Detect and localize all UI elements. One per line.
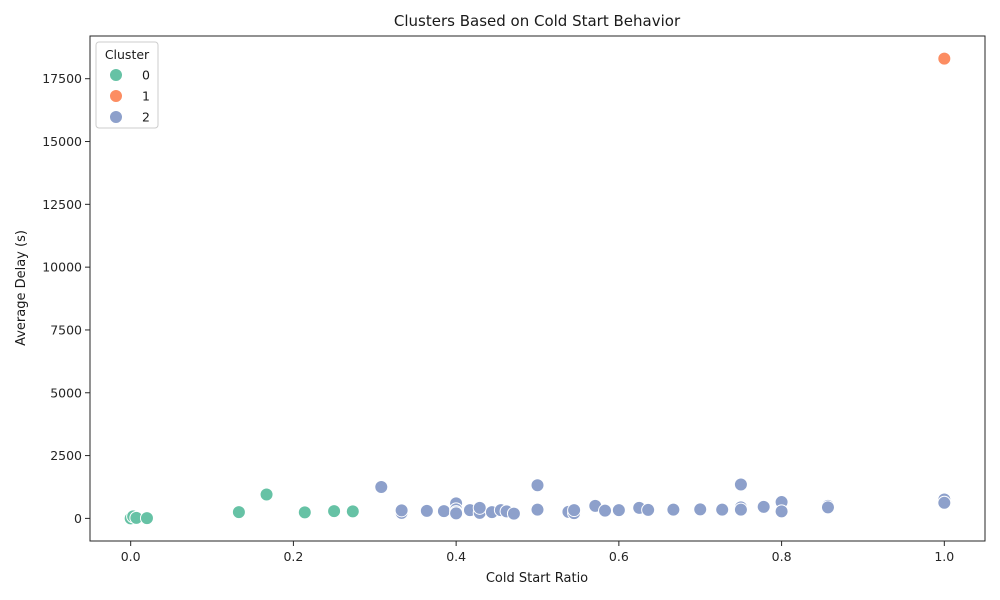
data-point-cluster-2	[436, 504, 451, 519]
axes-frame	[89, 35, 986, 542]
data-point-cluster-2	[530, 478, 545, 493]
y-tick-label: 15000	[42, 134, 82, 149]
legend-marker	[109, 89, 123, 103]
data-point-cluster-0	[231, 505, 246, 520]
legend-label: 1	[142, 89, 150, 104]
data-point-cluster-0	[327, 504, 342, 519]
data-point-cluster-2	[715, 502, 730, 517]
y-tick-label: 12500	[42, 197, 82, 212]
legend: Cluster 0 1 2	[95, 41, 159, 129]
points-layer	[123, 51, 952, 526]
y-tick-label: 5000	[50, 385, 82, 400]
data-point-cluster-2	[733, 477, 748, 492]
data-point-cluster-2	[449, 506, 464, 521]
legend-box	[95, 41, 159, 129]
x-tick-label: 0.2	[283, 549, 303, 564]
x-tick-label: 0.6	[609, 549, 629, 564]
y-tick-label: 2500	[50, 448, 82, 463]
data-point-cluster-0	[139, 511, 154, 526]
legend-label: 0	[142, 68, 150, 83]
data-point-cluster-2	[733, 502, 748, 517]
data-point-cluster-2	[756, 499, 771, 514]
data-point-cluster-2	[394, 503, 409, 518]
x-axis-label: Cold Start Ratio	[486, 571, 588, 586]
legend-title: Cluster	[105, 47, 150, 62]
data-point-cluster-2	[820, 500, 835, 515]
data-point-cluster-2	[611, 503, 626, 518]
data-point-cluster-1	[937, 51, 952, 66]
data-point-cluster-2	[530, 502, 545, 517]
legend-marker	[109, 68, 123, 82]
y-tick-label: 0	[74, 511, 82, 526]
legend-entries: 0 1 2	[109, 68, 150, 125]
y-tick-label: 10000	[42, 260, 82, 275]
legend-marker	[109, 110, 123, 124]
data-point-cluster-2	[419, 503, 434, 518]
data-point-cluster-2	[506, 506, 521, 521]
x-axis: 0.0 0.2 0.4 0.6 0.8 1.0	[121, 541, 954, 564]
x-tick-label: 0.0	[121, 549, 141, 564]
x-tick-label: 1.0	[934, 549, 954, 564]
data-point-cluster-2	[666, 502, 681, 517]
data-point-cluster-2	[567, 503, 582, 518]
chart-title: Clusters Based on Cold Start Behavior	[394, 12, 681, 30]
data-point-cluster-0	[345, 504, 360, 519]
data-point-cluster-2	[693, 502, 708, 517]
data-point-cluster-2	[598, 503, 613, 518]
data-point-cluster-0	[297, 505, 312, 520]
y-tick-label: 7500	[50, 322, 82, 337]
y-axis-label: Average Delay (s)	[14, 230, 29, 346]
data-point-cluster-2	[641, 502, 656, 517]
data-point-cluster-0	[259, 487, 274, 502]
x-tick-label: 0.4	[446, 549, 466, 564]
data-point-cluster-2	[774, 504, 789, 519]
legend-label: 2	[142, 110, 150, 125]
data-point-cluster-2	[937, 495, 952, 510]
data-point-cluster-2	[472, 500, 487, 515]
y-tick-label: 17500	[42, 71, 82, 86]
x-tick-label: 0.8	[772, 549, 792, 564]
data-point-cluster-2	[374, 479, 389, 494]
y-axis: 0 2500 5000 7500 10000 12500 15000 17500	[42, 71, 90, 526]
